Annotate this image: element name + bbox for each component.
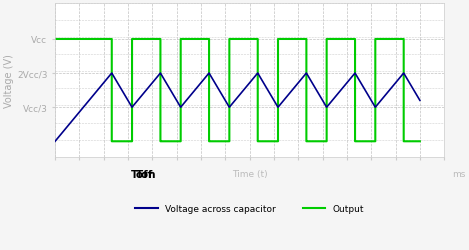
Text: Time (t): Time (t) — [232, 169, 267, 178]
Y-axis label: Voltage (V): Voltage (V) — [4, 54, 14, 108]
Text: ms: ms — [452, 169, 465, 178]
Legend: Voltage across capacitor, Output: Voltage across capacitor, Output — [132, 200, 368, 217]
Text: Ton: Ton — [136, 169, 157, 179]
Text: Toff: Toff — [131, 169, 153, 179]
